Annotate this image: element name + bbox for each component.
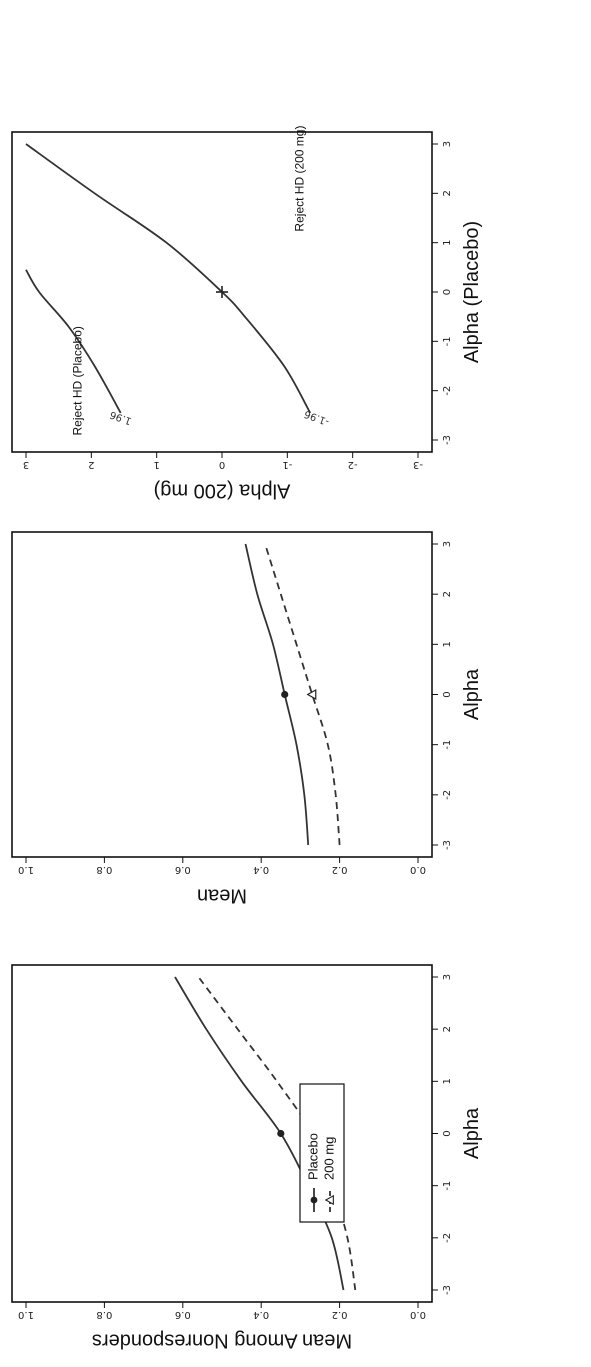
x-tick-label: -3 <box>442 435 453 445</box>
legend-marker-circle <box>310 1196 318 1204</box>
plus-marker <box>216 286 228 298</box>
x-tick-label: -2 <box>442 1233 453 1243</box>
contour-label: -1.96 <box>303 408 331 427</box>
x-tick-label: -1 <box>442 1181 453 1191</box>
y-tick-label: 0.8 <box>96 1309 112 1320</box>
y-tick-label: 1 <box>153 459 159 470</box>
y-tick-label: -1 <box>282 459 292 470</box>
x-tick-label: 0 <box>442 289 453 295</box>
contour-line-1 <box>25 269 122 414</box>
x-tick-label: 3 <box>442 141 453 147</box>
x-tick-label: 0 <box>442 1130 453 1136</box>
y-tick-label: 3 <box>23 459 29 470</box>
annotation-1: Reject HD (Placebo) <box>70 326 84 435</box>
chart-panel-1: -3 -2 -1 0 1 2 3 0.0 0.2 0.4 0.6 0.8 1.0 Alpha Mean Am… <box>11 964 483 1352</box>
y-tick-label: 0 <box>219 459 225 470</box>
chart-panel-2: -3 -2 -1 0 1 2 3 0.0 0.2 0.4 0.6 0.8 1.0 Alpha Mean <box>11 531 483 907</box>
y-tick-label: 2 <box>88 459 94 470</box>
plot-frame <box>11 964 433 1303</box>
x-axis-title: Alpha <box>461 1107 483 1159</box>
x-tick-label: -2 <box>442 386 453 396</box>
x-tick-label: 3 <box>442 541 453 547</box>
y-tick-label: 0.6 <box>175 1309 191 1320</box>
legend-box <box>299 1083 345 1223</box>
x-axis-title: Alpha (Placebo) <box>461 221 483 363</box>
legend-entry: Placebo <box>305 1133 320 1180</box>
x-tick-label: -1 <box>442 336 453 346</box>
legend-entry: 200 mg <box>321 1137 336 1180</box>
y-tick-label: 0.2 <box>332 864 348 875</box>
legend-marker-triangle <box>324 1194 334 1206</box>
y-tick-label: 0.2 <box>332 1309 348 1320</box>
y-tick-label: 0.4 <box>253 864 269 875</box>
x-tick-label: -1 <box>442 740 453 750</box>
x-tick-label: 3 <box>442 974 453 980</box>
y-tick-label: 0.6 <box>175 864 191 875</box>
x-tick-label: -3 <box>442 1285 453 1295</box>
contour-label: 1.96 <box>109 408 134 426</box>
y-tick-label: 0.8 <box>96 864 112 875</box>
series-line-2 <box>197 976 357 1291</box>
x-tick-label: 2 <box>442 1026 453 1032</box>
x-tick-label: 1 <box>442 641 453 647</box>
x-tick-label: -3 <box>442 840 453 850</box>
y-tick-label: -3 <box>413 459 423 470</box>
y-tick-label: 0.0 <box>410 1309 426 1320</box>
plot-frame <box>11 531 433 858</box>
series-line-2 <box>264 543 341 846</box>
series-line-1 <box>244 543 310 846</box>
y-tick-label: 0.0 <box>410 864 426 875</box>
contour-line-2 <box>25 143 311 414</box>
y-axis-title: Mean Among Nonresponders <box>92 1330 352 1352</box>
y-tick-label: -2 <box>348 459 358 470</box>
annotation-2: Reject HD (200 mg) <box>293 126 307 232</box>
series-marker-circle <box>281 690 289 699</box>
x-tick-label: 2 <box>442 190 453 196</box>
series-marker-circle <box>277 1129 285 1138</box>
x-tick-label: 1 <box>442 1078 453 1084</box>
x-axis-title: Alpha <box>461 668 483 720</box>
y-axis-title: Alpha (200 mg) <box>154 480 291 502</box>
x-tick-label: 1 <box>442 239 453 245</box>
x-tick-label: -2 <box>442 790 453 800</box>
x-tick-label: 0 <box>442 691 453 697</box>
legend: Placebo 200 mg <box>299 1083 345 1223</box>
chart-panel-3: -3 -2 -1 0 1 2 3 -3 -2 -1 0 1 2 3 Alpha (Placebo) Alpha… <box>11 126 483 502</box>
y-axis-title: Mean <box>197 885 247 907</box>
x-tick-label: 2 <box>442 591 453 597</box>
y-tick-label: 0.4 <box>253 1309 269 1320</box>
series-marker-triangle <box>306 688 317 701</box>
y-tick-label: 1.0 <box>18 864 34 875</box>
y-tick-label: 1.0 <box>18 1309 34 1320</box>
